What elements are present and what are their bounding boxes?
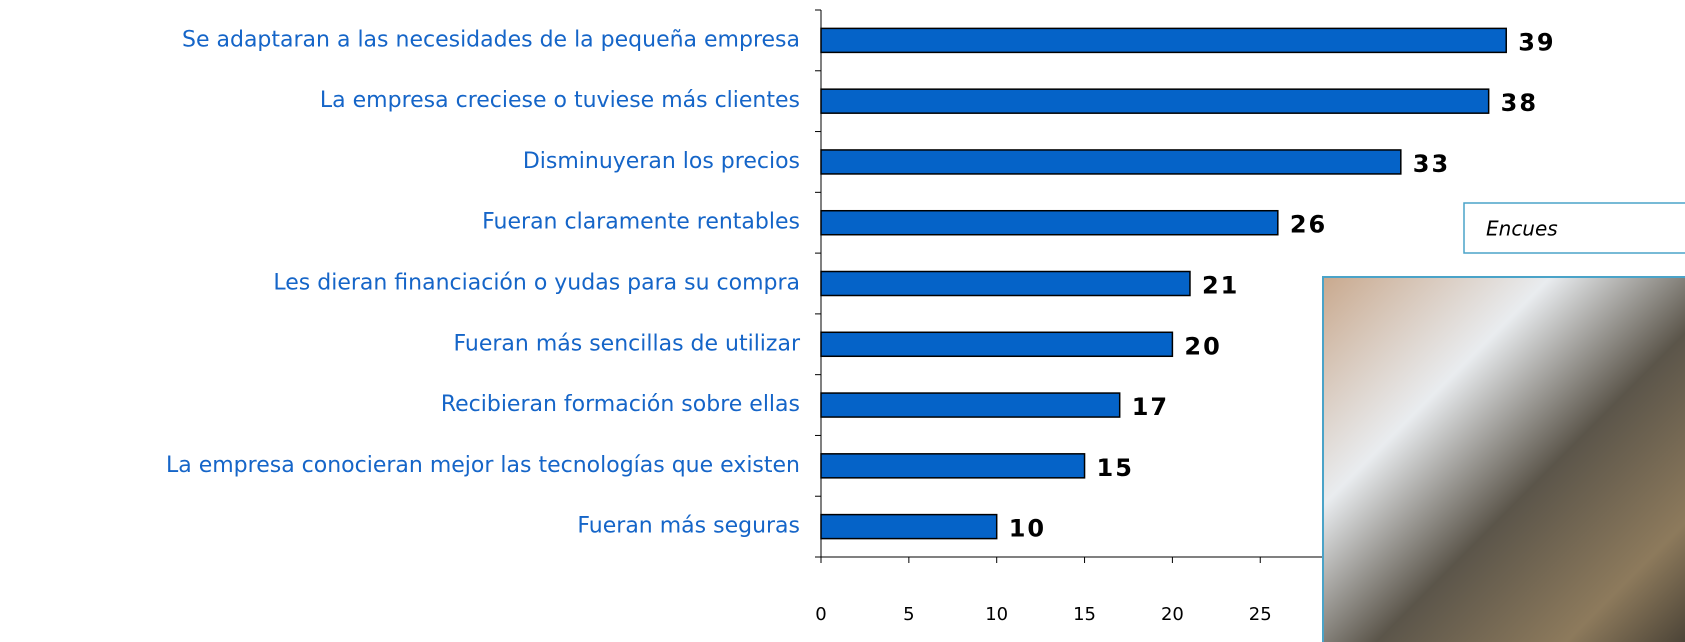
value-label: 21 (1202, 272, 1239, 300)
bar (821, 272, 1190, 296)
bar (821, 211, 1278, 235)
bar (821, 393, 1120, 417)
x-tick-label: 25 (1249, 604, 1272, 625)
x-tick-label: 15 (1073, 604, 1096, 625)
bar (821, 89, 1489, 113)
x-tick-label: 0 (815, 604, 826, 625)
value-label: 39 (1518, 28, 1555, 56)
category-label: La empresa creciese o tuviese más client… (320, 88, 800, 113)
category-label: La empresa conocieran mejor las tecnolog… (166, 453, 800, 478)
bar (821, 332, 1172, 356)
category-label: Recibieran formación sobre ellas (441, 392, 800, 417)
category-label: Fueran más sencillas de utilizar (453, 331, 800, 356)
bar (821, 28, 1506, 52)
photo (1323, 277, 1685, 642)
x-tick-label: 10 (985, 604, 1008, 625)
chart: 0 5 10 15 20 25 Se adaptaran a las necesidades… (0, 0, 1685, 642)
category-label: Se adaptaran a las necesidades de la peq… (182, 27, 800, 52)
category-label: Fueran más seguras (577, 514, 800, 539)
category-label: Fueran claramente rentables (482, 210, 800, 235)
annotation: Encues (1486, 217, 1558, 241)
bar (821, 150, 1401, 174)
value-label: 20 (1184, 332, 1221, 360)
value-label: 38 (1501, 89, 1538, 117)
value-label: 33 (1413, 150, 1450, 178)
value-label: 26 (1290, 211, 1327, 239)
x-tick-label: 20 (1161, 604, 1184, 625)
x-tick-label: 5 (903, 604, 914, 625)
category-label: Les dieran financiación o yudas para su … (273, 271, 800, 296)
bar (821, 454, 1085, 478)
value-label: 15 (1097, 454, 1134, 482)
category-label: Disminuyeran los precios (523, 149, 800, 174)
value-label: 10 (1009, 515, 1046, 543)
bar (821, 515, 997, 539)
value-label: 17 (1132, 393, 1169, 421)
